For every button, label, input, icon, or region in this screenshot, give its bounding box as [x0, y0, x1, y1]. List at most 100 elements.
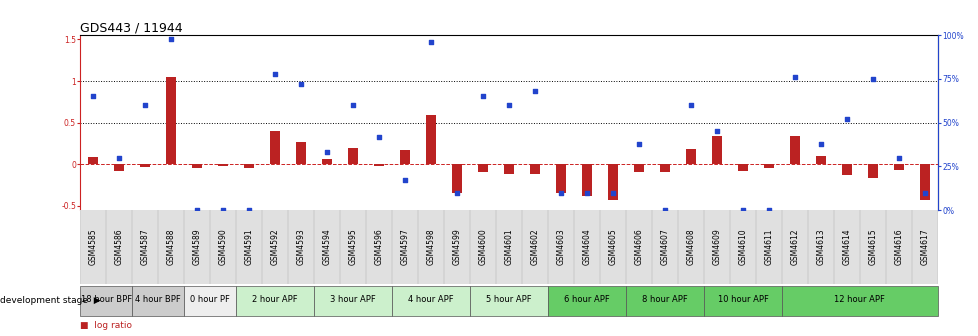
Point: [397, 178, 413, 183]
Point: [631, 141, 646, 146]
Point: [734, 207, 750, 213]
Bar: [885, 210, 911, 284]
Text: GSM4605: GSM4605: [608, 228, 617, 265]
Text: GSM4609: GSM4609: [712, 228, 721, 265]
Text: 4 hour BPF: 4 hour BPF: [135, 295, 181, 303]
Bar: [339, 210, 366, 284]
Bar: [651, 210, 678, 284]
Text: development stage  ▶: development stage ▶: [0, 296, 101, 305]
Text: GSM4588: GSM4588: [166, 229, 176, 265]
Point: [137, 102, 153, 108]
Bar: [192, 164, 202, 168]
Bar: [184, 210, 210, 284]
Point: [527, 88, 543, 94]
Bar: [452, 164, 462, 193]
Text: GSM4597: GSM4597: [400, 228, 409, 265]
Text: 0 hour PF: 0 hour PF: [190, 295, 230, 303]
Bar: [114, 164, 124, 171]
Bar: [132, 210, 158, 284]
Bar: [789, 136, 799, 164]
Point: [319, 150, 334, 155]
Bar: [548, 286, 625, 316]
Point: [890, 155, 906, 160]
Bar: [807, 210, 833, 284]
Bar: [678, 210, 703, 284]
Point: [604, 190, 620, 195]
Bar: [80, 286, 132, 316]
Bar: [132, 286, 184, 316]
Bar: [703, 210, 730, 284]
Bar: [244, 164, 254, 168]
Bar: [625, 286, 703, 316]
Point: [474, 94, 490, 99]
Point: [865, 76, 880, 82]
Text: GSM4617: GSM4617: [919, 228, 928, 265]
Point: [371, 134, 386, 139]
Bar: [166, 77, 176, 164]
Bar: [400, 150, 410, 164]
Bar: [911, 210, 937, 284]
Bar: [425, 115, 436, 164]
Bar: [548, 210, 573, 284]
Bar: [711, 136, 722, 164]
Bar: [581, 164, 592, 196]
Point: [242, 207, 257, 213]
Bar: [521, 210, 548, 284]
Point: [579, 190, 595, 195]
Point: [813, 141, 828, 146]
Bar: [833, 210, 859, 284]
Point: [553, 190, 568, 195]
Bar: [295, 142, 306, 164]
Text: 8 hour APF: 8 hour APF: [642, 295, 688, 303]
Bar: [477, 164, 488, 172]
Bar: [236, 286, 314, 316]
Text: GSM4591: GSM4591: [244, 228, 253, 265]
Text: GSM4585: GSM4585: [89, 228, 98, 265]
Text: GSM4586: GSM4586: [114, 228, 123, 265]
Text: GSM4611: GSM4611: [764, 229, 773, 265]
Bar: [737, 164, 747, 171]
Bar: [893, 164, 903, 170]
Bar: [755, 210, 781, 284]
Bar: [444, 210, 469, 284]
Point: [656, 207, 672, 213]
Text: 6 hour APF: 6 hour APF: [563, 295, 609, 303]
Bar: [607, 164, 617, 200]
Bar: [80, 210, 107, 284]
Bar: [374, 164, 384, 166]
Bar: [392, 210, 418, 284]
Text: 5 hour APF: 5 hour APF: [486, 295, 531, 303]
Text: GSM4601: GSM4601: [504, 228, 513, 265]
Text: GSM4610: GSM4610: [737, 228, 747, 265]
Bar: [158, 210, 184, 284]
Bar: [469, 210, 496, 284]
Bar: [529, 164, 540, 174]
Bar: [262, 210, 288, 284]
Bar: [270, 131, 280, 164]
Point: [163, 36, 179, 41]
Text: GSM4600: GSM4600: [478, 228, 487, 265]
Bar: [469, 286, 548, 316]
Bar: [210, 210, 236, 284]
Point: [189, 207, 204, 213]
Text: GSM4603: GSM4603: [556, 228, 565, 265]
Point: [85, 94, 101, 99]
Text: 12 hour APF: 12 hour APF: [833, 295, 884, 303]
Text: GSM4615: GSM4615: [867, 228, 876, 265]
Text: GSM4594: GSM4594: [323, 228, 332, 265]
Text: GSM4590: GSM4590: [218, 228, 228, 265]
Text: GSM4616: GSM4616: [894, 228, 903, 265]
Bar: [218, 164, 228, 166]
Text: GSM4608: GSM4608: [686, 228, 694, 265]
Text: 4 hour APF: 4 hour APF: [408, 295, 454, 303]
Point: [345, 102, 361, 108]
Text: GSM4614: GSM4614: [841, 228, 851, 265]
Bar: [781, 210, 807, 284]
Bar: [659, 164, 670, 172]
Bar: [730, 210, 755, 284]
Point: [760, 207, 776, 213]
Bar: [625, 210, 651, 284]
Bar: [88, 157, 99, 164]
Bar: [867, 164, 877, 178]
Text: GSM4598: GSM4598: [426, 228, 435, 265]
